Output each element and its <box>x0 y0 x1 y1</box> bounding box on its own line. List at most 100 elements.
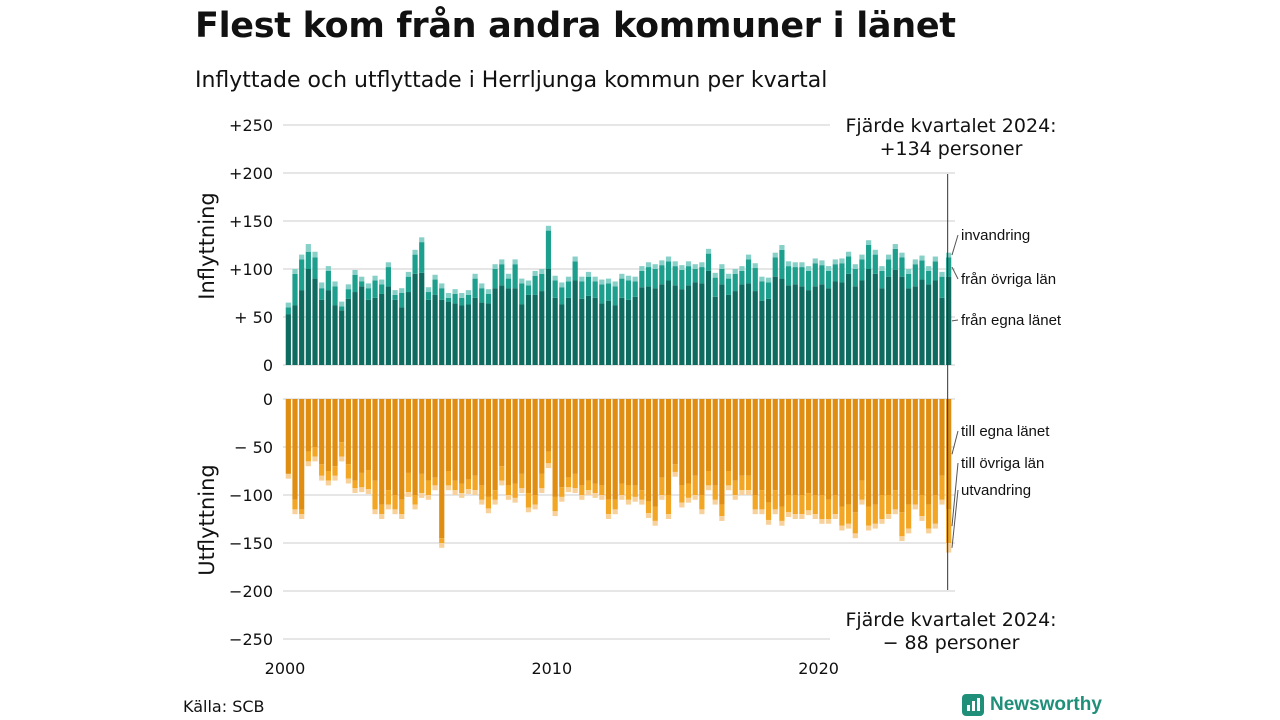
bar-utflyttning <box>539 473 545 489</box>
bar-inflyttning <box>799 267 805 287</box>
bar-utflyttning <box>832 495 838 515</box>
bar-inflyttning <box>352 269 358 275</box>
bar-inflyttning <box>499 259 505 265</box>
bar-inflyttning <box>792 267 798 285</box>
bar-inflyttning <box>866 269 872 365</box>
bar-inflyttning <box>525 294 532 365</box>
bar-utflyttning <box>859 399 865 481</box>
bar-utflyttning <box>685 497 692 503</box>
bar-utflyttning <box>465 489 472 495</box>
bar-inflyttning <box>365 299 371 365</box>
bar-inflyttning <box>405 276 411 293</box>
bar-utflyttning <box>712 499 718 505</box>
label-leader <box>951 266 959 280</box>
bar-inflyttning <box>439 288 445 300</box>
bar-inflyttning <box>339 301 345 307</box>
bar-utflyttning <box>392 509 398 515</box>
bar-utflyttning <box>372 509 378 515</box>
bar-inflyttning <box>479 283 485 289</box>
bar-inflyttning <box>545 269 552 365</box>
bar-inflyttning <box>725 273 732 279</box>
bar-utflyttning <box>879 495 885 519</box>
bar-utflyttning <box>539 488 545 494</box>
bar-utflyttning <box>425 399 432 481</box>
bar-inflyttning <box>892 244 898 249</box>
bar-utflyttning <box>472 399 478 476</box>
bar-inflyttning <box>325 270 331 291</box>
bar-inflyttning <box>532 270 538 276</box>
bar-inflyttning <box>452 293 458 304</box>
bar-utflyttning <box>699 509 705 515</box>
bar-utflyttning <box>799 495 805 515</box>
bar-inflyttning <box>932 256 938 262</box>
bar-utflyttning <box>846 504 852 524</box>
bar-utflyttning <box>665 399 672 495</box>
bar-inflyttning <box>785 266 792 286</box>
bar-utflyttning <box>765 399 772 503</box>
bar-utflyttning <box>412 495 418 505</box>
bar-utflyttning <box>405 492 411 497</box>
bar-inflyttning <box>832 259 838 265</box>
bar-inflyttning <box>859 280 865 365</box>
bar-inflyttning <box>492 269 498 289</box>
y-tick-label: −200 <box>229 582 273 601</box>
bar-utflyttning <box>785 399 792 495</box>
y-tick-label: −150 <box>229 534 273 553</box>
bar-utflyttning <box>392 495 398 510</box>
bar-inflyttning <box>812 286 818 365</box>
bar-utflyttning <box>892 490 898 510</box>
bar-utflyttning <box>325 399 331 471</box>
bar-inflyttning <box>852 264 858 269</box>
bar-inflyttning <box>739 284 745 365</box>
bar-inflyttning <box>539 273 545 292</box>
bar-inflyttning <box>665 261 672 281</box>
x-tick-label: 2000 <box>265 659 306 678</box>
bar-inflyttning <box>405 271 411 277</box>
bar-inflyttning <box>492 264 498 269</box>
bar-inflyttning <box>619 297 625 365</box>
x-tick-label: 2020 <box>798 659 839 678</box>
bar-inflyttning <box>459 305 465 365</box>
bar-utflyttning <box>492 490 498 500</box>
bar-utflyttning <box>372 399 378 481</box>
bar-inflyttning <box>745 283 752 365</box>
bar-inflyttning <box>699 262 705 268</box>
bar-inflyttning <box>619 273 625 279</box>
callout-utflyttning: − 88 personer <box>883 632 1020 654</box>
bar-utflyttning <box>719 399 725 505</box>
bar-utflyttning <box>785 512 792 518</box>
bar-inflyttning <box>519 304 525 365</box>
bar-inflyttning <box>292 273 298 306</box>
bar-inflyttning <box>719 269 725 285</box>
bar-utflyttning <box>312 456 318 462</box>
bar-inflyttning <box>312 251 318 258</box>
bar-inflyttning <box>365 283 371 289</box>
bar-inflyttning <box>485 303 492 365</box>
bar-utflyttning <box>552 511 558 517</box>
bar-utflyttning <box>799 514 805 519</box>
bar-utflyttning <box>425 495 432 500</box>
bar-inflyttning <box>539 291 545 365</box>
bar-utflyttning <box>599 485 605 495</box>
bar-inflyttning <box>332 281 338 287</box>
bar-inflyttning <box>292 269 298 274</box>
bar-utflyttning <box>539 399 545 474</box>
bar-inflyttning <box>339 310 345 365</box>
bar-utflyttning <box>785 495 792 513</box>
bar-inflyttning <box>605 278 612 284</box>
bar-inflyttning <box>846 251 852 257</box>
bar-inflyttning <box>559 282 565 288</box>
bar-inflyttning <box>459 293 465 298</box>
bar-inflyttning <box>672 285 678 365</box>
y-tick-label: + 50 <box>234 308 273 327</box>
bar-inflyttning <box>899 276 905 365</box>
bar-inflyttning <box>692 269 698 283</box>
bar-utflyttning <box>805 493 812 511</box>
bar-inflyttning <box>625 280 632 300</box>
bar-utflyttning <box>846 523 852 529</box>
bar-utflyttning <box>879 399 885 495</box>
bar-utflyttning <box>292 499 298 510</box>
bar-inflyttning <box>812 263 818 287</box>
series-label: från egna länet <box>961 312 1062 329</box>
bar-utflyttning <box>559 487 565 497</box>
